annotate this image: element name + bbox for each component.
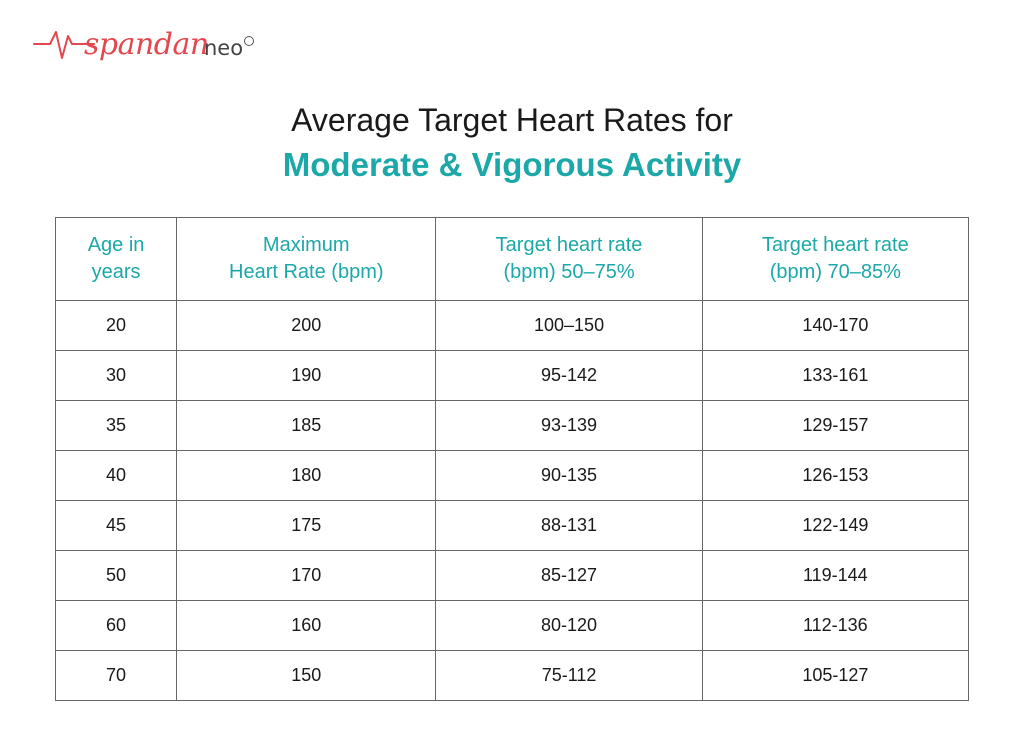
- table-cell: 170: [176, 550, 437, 601]
- page-title: Average Target Heart Rates for: [291, 102, 733, 138]
- column-header-line: Target heart rate: [495, 234, 643, 256]
- logo-script-text: spandan: [84, 27, 209, 62]
- table-row: 70 150 75-112 105-127: [54, 650, 970, 701]
- column-header-line: Target heart rate: [761, 234, 909, 256]
- table-row: 45 175 88-131 122-149: [54, 500, 970, 551]
- table-cell: 112-136: [701, 600, 970, 651]
- column-header-line: years: [91, 261, 141, 283]
- table-cell: 175: [176, 500, 437, 551]
- table-row: 35 185 93-139 129-157: [54, 400, 970, 451]
- column-header-line: (bpm) 70–85%: [769, 261, 901, 283]
- table-row: 30 190 95-142 133-161: [54, 350, 970, 401]
- table-cell: 88-131: [435, 500, 703, 551]
- table-cell: 20: [54, 300, 178, 351]
- table-row: 20 200 100–150 140-170: [54, 300, 970, 351]
- table-body: 20 200 100–150 140-170 30 190 95-142 133-161 35 1…: [54, 300, 970, 701]
- registered-mark-icon: [244, 36, 254, 46]
- table-header-row: Age in years Maximum Heart Rate (bpm) Target…: [54, 217, 970, 301]
- table-cell: 180: [176, 450, 437, 501]
- column-header-line: Heart Rate (bpm): [229, 261, 384, 283]
- column-header: Target heart rate (bpm) 50–75%: [435, 217, 703, 301]
- table-cell: 40: [54, 450, 178, 501]
- table-cell: 60: [54, 600, 178, 651]
- table-cell: 190: [176, 350, 437, 401]
- table-cell: 105-127: [701, 650, 970, 701]
- table-row: 50 170 85-127 119-144: [54, 550, 970, 601]
- brand-logo: spandan neo: [32, 14, 262, 74]
- column-header: Age in years: [54, 217, 178, 301]
- table-cell: 119-144: [701, 550, 970, 601]
- column-header: Maximum Heart Rate (bpm): [176, 217, 437, 301]
- table-row: 60 160 80-120 112-136: [54, 600, 970, 651]
- column-header-line: Maximum: [262, 234, 350, 256]
- table-cell: 75-112: [435, 650, 703, 701]
- table-cell: 133-161: [701, 350, 970, 401]
- table-cell: 185: [176, 400, 437, 451]
- table-cell: 200: [176, 300, 437, 351]
- table-cell: 50: [54, 550, 178, 601]
- heartbeat-line-icon: [33, 31, 95, 59]
- heart-rate-table: Age in years Maximum Heart Rate (bpm) Target…: [54, 217, 970, 701]
- table-cell: 80-120: [435, 600, 703, 651]
- table-cell: 126-153: [701, 450, 970, 501]
- table-cell: 100–150: [435, 300, 703, 351]
- logo-suffix-text: neo: [204, 36, 244, 60]
- table-cell: 95-142: [435, 350, 703, 401]
- table-cell: 70: [54, 650, 178, 701]
- table-cell: 122-149: [701, 500, 970, 551]
- table-cell: 45: [54, 500, 178, 551]
- table-cell: 35: [54, 400, 178, 451]
- table-cell: 85-127: [435, 550, 703, 601]
- table-cell: 90-135: [435, 450, 703, 501]
- table-cell: 150: [176, 650, 437, 701]
- table-cell: 129-157: [701, 400, 970, 451]
- table-cell: 140-170: [701, 300, 970, 351]
- table-cell: 30: [54, 350, 178, 401]
- table-cell: 93-139: [435, 400, 703, 451]
- table-cell: 160: [176, 600, 437, 651]
- column-header: Target heart rate (bpm) 70–85%: [701, 217, 970, 301]
- table-row: 40 180 90-135 126-153: [54, 450, 970, 501]
- column-header-line: (bpm) 50–75%: [503, 261, 635, 283]
- column-header-line: Age in: [87, 234, 145, 256]
- page-subtitle: Moderate & Vigorous Activity: [282, 146, 742, 183]
